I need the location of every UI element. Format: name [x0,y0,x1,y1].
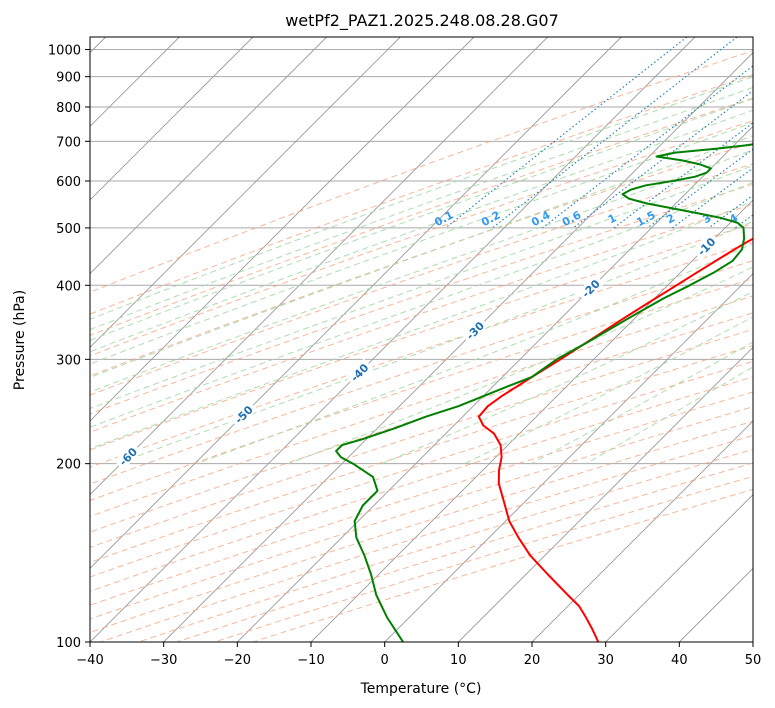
moist-adiabat-line [90,98,753,341]
x-axis: −40 −30 −20 −10 0 10 20 30 40 50 [76,642,761,668]
isotherm-label: -70 [1,487,24,510]
mixing-ratio-line [613,122,753,229]
y-tick-label: 700 [56,135,81,150]
x-tick-label: 50 [745,653,762,668]
mixing-ratio-label: 0.4 [529,208,553,229]
mixing-ratio-line [572,89,753,229]
isotherm-label-bg [113,442,142,471]
moist-adiabat-line [196,242,753,465]
y-tick-label: 900 [56,71,81,86]
isotherm-label-bg [0,484,26,512]
x-tick-label: 30 [597,653,614,668]
mixing-ratio-label: 1.5 [634,208,657,229]
moist-adiabat-line [90,76,753,320]
dewpoint-profile [335,143,753,642]
isotherm-line [90,37,622,569]
x-tick-label: 10 [450,653,467,668]
moist-adiabat-line [90,86,753,331]
y-axis: 100 200 300 400 500 600 700 800 900 1000 [48,44,90,651]
isotherm-line [605,494,753,642]
y-tick-label: 200 [56,458,81,473]
dry-adiabat-line [90,278,753,502]
moist-adiabat-line [530,341,753,465]
y-axis-title: Pressure (hPa) [12,290,28,390]
mixing-ratio-label: 6 [766,211,775,226]
plot-frame [89,36,754,643]
x-tick-label: −30 [150,653,177,668]
isotherm-label-bg [460,316,489,345]
isotherm-line [458,346,753,642]
dry-adiabat-line [90,391,753,606]
dry-adiabat-line [90,420,753,633]
mixing-ratio-line [542,65,753,229]
moist-adiabat-line [464,316,753,465]
y-tick-label: 400 [56,279,81,294]
dry-adiabat-line [90,141,753,377]
y-tick-label: 100 [56,636,81,651]
dry-adiabat-line [90,74,753,315]
isotherm-label-bg [692,232,720,261]
isotherm-line [90,37,548,496]
isotherm-label-bg [576,274,605,303]
dry-adiabat-line [90,203,753,433]
x-tick-label: −10 [297,653,324,668]
mixing-ratio-line [672,167,753,229]
moist-adiabat-line [90,164,753,410]
y-tick-label: 1000 [48,44,81,59]
moist-adiabat-line [90,200,753,450]
sounding-profiles [335,143,753,642]
mixing-ratio-label: 0.1 [432,208,455,229]
isotherm-line [90,37,401,348]
chart-title: wetPf2_PAZ1.2025.248.08.28.G07 [285,11,559,31]
dry-adiabat-line [90,312,753,533]
x-tick-label: −20 [224,653,251,668]
dry-adiabat-line [214,475,753,642]
mixing-ratio-label: 1 [606,211,619,226]
moist-adiabat-line [90,135,753,378]
isotherm-label-bg [229,400,258,429]
isotherm-line [679,567,753,642]
x-tick-label: −40 [76,653,103,668]
dry-adiabat-line [90,360,753,578]
moist-adiabat-line [90,109,753,353]
y-tick-label: 500 [56,222,81,237]
dry-adiabat-line [90,222,753,451]
dry-adiabat-line [90,120,753,357]
dry-adiabat-line [100,434,753,642]
dry-adiabat-line [90,260,753,485]
y-tick-label: 800 [56,101,81,116]
x-tick-label: 0 [381,653,389,668]
moist-adiabat-line [90,149,753,393]
isotherm-line [531,420,753,642]
moist-adiabat-line [90,181,753,428]
mixing-ratio-line [492,37,738,229]
temperature-profile [477,237,753,642]
mixing-ratio-line [445,37,688,229]
isotherm-line [90,37,254,201]
moist-adiabat-line [382,291,753,465]
x-tick-label: 20 [524,653,541,668]
x-axis-title: Temperature (°C) [360,681,482,697]
y-tick-label: 600 [56,175,81,190]
mixing-ratio-line [734,214,753,229]
x-tick-label: 40 [671,653,688,668]
moist-adiabat-line [90,122,753,365]
y-tick-label: 300 [56,353,81,368]
dry-adiabat-line [90,163,753,396]
background-lines [90,37,753,642]
isotherm-label-bg [345,358,373,387]
isotherm-line [310,199,753,642]
dry-adiabat-line [90,97,753,336]
isotherm-line [752,641,753,642]
isotherm-line [384,273,753,642]
isotherm-line [90,37,327,275]
isotherm-line [237,125,753,642]
isotherm-line [90,37,475,422]
dry-adiabat-line [90,50,753,293]
moist-adiabat-line [585,366,753,465]
mixing-ratio-label: 2 [664,211,677,226]
isotherm-line [90,37,696,642]
